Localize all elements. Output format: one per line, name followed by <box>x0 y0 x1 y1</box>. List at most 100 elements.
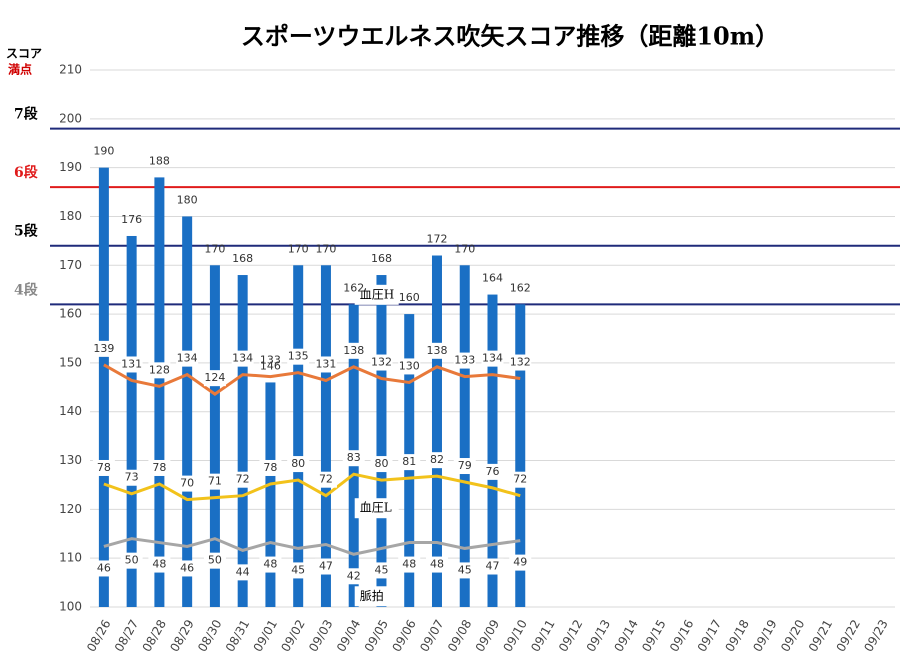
bar-value-label: 176 <box>121 213 142 226</box>
label-bg <box>259 352 282 369</box>
label-bg <box>314 471 337 488</box>
label-bg <box>453 562 476 579</box>
line-value-label: 48 <box>430 558 444 571</box>
label-bg <box>425 452 448 469</box>
label-bg <box>176 350 199 367</box>
label-bg <box>92 560 115 577</box>
line-value-label: 83 <box>347 451 361 464</box>
x-tick-label: 09/13 <box>584 617 613 654</box>
y-tick-label: 110 <box>59 551 82 565</box>
line-value-label: 132 <box>371 356 392 369</box>
line-value-label: 70 <box>180 477 194 490</box>
line-value-label: 44 <box>236 565 250 578</box>
line-value-label: 131 <box>315 357 336 370</box>
label-bg <box>342 568 365 585</box>
x-tick-label: 09/09 <box>473 617 502 654</box>
bar <box>431 255 442 607</box>
bar <box>154 177 165 607</box>
line-value-label: 78 <box>97 461 111 474</box>
line-value-label: 133 <box>260 354 281 367</box>
line-value-label: 81 <box>402 455 416 468</box>
line-value-label: 42 <box>347 569 361 582</box>
x-tick-label: 09/12 <box>556 617 585 654</box>
bar-value-label: 170 <box>288 242 309 255</box>
x-tick-label: 09/16 <box>667 617 696 654</box>
label-bg <box>354 498 399 519</box>
bar-value-label: 146 <box>260 359 281 372</box>
reference-label: 5段 <box>14 223 38 240</box>
label-bg <box>342 342 365 359</box>
label-bg <box>481 350 504 367</box>
line-value-label: 130 <box>399 359 420 372</box>
line-value-label: 73 <box>125 471 139 484</box>
label-bg <box>287 562 310 579</box>
x-tick-label: 09/10 <box>500 617 529 654</box>
bar-value-label: 162 <box>510 281 531 294</box>
label-bg <box>314 356 337 373</box>
label-bg <box>203 552 226 569</box>
label-bg <box>92 459 115 476</box>
y-tick-label: 120 <box>59 502 82 516</box>
bar-value-label: 190 <box>93 145 114 158</box>
label-bg <box>354 586 399 607</box>
line-value-label: 48 <box>402 558 416 571</box>
bar-value-label: 164 <box>482 272 503 285</box>
bar-value-label: 170 <box>204 242 225 255</box>
label-bg <box>509 554 532 571</box>
line-value-label: 78 <box>263 461 277 474</box>
series-name-label: 血圧H <box>360 287 394 301</box>
line-value-label: 80 <box>374 457 388 470</box>
line-value-label: 45 <box>291 563 305 576</box>
x-tick-label: 09/04 <box>334 617 363 654</box>
line <box>103 537 521 556</box>
reference-label: 6段 <box>14 164 38 181</box>
line-value-label: 71 <box>208 475 222 488</box>
bar <box>98 167 109 608</box>
label-bg <box>370 354 393 371</box>
line-value-label: 82 <box>430 453 444 466</box>
x-tick-label: 09/11 <box>528 617 557 654</box>
label-bg <box>453 458 476 475</box>
x-tick-label: 08/26 <box>84 617 113 654</box>
line-value-label: 48 <box>263 558 277 571</box>
line-value-label: 72 <box>319 473 333 486</box>
series-name-label: 脈拍 <box>360 588 384 603</box>
x-tick-label: 09/15 <box>639 617 668 654</box>
label-bg <box>314 558 337 575</box>
line-value-label: 46 <box>180 561 194 574</box>
x-tick-label: 09/08 <box>445 617 474 654</box>
label-bg <box>481 463 504 480</box>
bar <box>209 265 220 607</box>
line-value-label: 138 <box>426 344 447 357</box>
x-tick-label: 08/31 <box>223 617 252 654</box>
y-tick-label: 170 <box>59 258 82 272</box>
label-bg <box>509 471 532 488</box>
line-value-label: 72 <box>513 473 527 486</box>
y-tick-label: 190 <box>59 160 82 174</box>
line-value-label: 48 <box>152 558 166 571</box>
label-bg <box>259 556 282 573</box>
bar-value-label: 168 <box>232 252 253 265</box>
bar-value-label: 170 <box>315 242 336 255</box>
label-bg <box>259 459 282 476</box>
line-value-label: 72 <box>236 473 250 486</box>
y-tick-label: 100 <box>59 600 82 614</box>
y-tick-label: 130 <box>59 453 82 467</box>
x-tick-label: 09/21 <box>806 617 835 654</box>
x-tick-label: 09/20 <box>778 617 807 654</box>
bar <box>182 216 193 608</box>
x-tick-label: 09/22 <box>834 617 863 654</box>
line-value-label: 131 <box>121 357 142 370</box>
x-tick-label: 09/23 <box>861 617 890 654</box>
x-tick-label: 09/07 <box>417 617 446 654</box>
y-tick-label: 200 <box>59 111 82 125</box>
x-tick-label: 09/18 <box>723 617 752 654</box>
line-value-label: 76 <box>486 465 500 478</box>
chart-title: スポーツウエルネス吹矢スコア推移（距離10m） <box>241 22 779 51</box>
label-bg <box>203 370 226 387</box>
label-bg <box>176 560 199 577</box>
label-bg <box>398 454 421 471</box>
label-bg <box>342 450 365 467</box>
line-value-label: 46 <box>97 561 111 574</box>
